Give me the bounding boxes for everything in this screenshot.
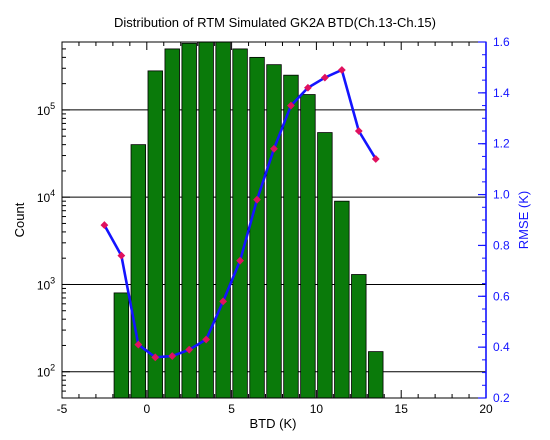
bar-series [113, 41, 384, 399]
bar [351, 274, 367, 399]
y-tick-label: 104 [37, 188, 55, 205]
rmse-point [185, 345, 194, 354]
rmse-point [253, 195, 261, 204]
x-tick-label: 20 [479, 402, 493, 416]
rmse-point [236, 256, 244, 265]
y-axis-right: 0.2 0.4 0.6 0.8 1.0 1.2 1.4 1.6 [478, 35, 510, 405]
y2-tick-label: 0.6 [493, 289, 510, 303]
rmse-point [100, 221, 109, 229]
x-axis-label: BTD (K) [250, 416, 297, 431]
bar [300, 94, 316, 399]
y2-tick-label: 0.8 [493, 238, 510, 252]
y2-axis-label: RMSE (K) [516, 191, 531, 250]
rmse-point [304, 83, 312, 92]
x-tick-label: 5 [228, 402, 235, 416]
rmse-point [354, 127, 363, 135]
rmse-point [168, 352, 177, 360]
rmse-point [134, 340, 143, 349]
bar [249, 56, 265, 399]
x-axis: -5 0 5 10 15 20 [57, 42, 493, 416]
x-tick-label: 0 [143, 402, 150, 416]
y-axis-label: Count [12, 202, 27, 237]
chart-title: Distribution of RTM Simulated GK2A BTD(C… [114, 15, 436, 30]
rmse-point [337, 66, 346, 74]
y-tick-label: 102 [37, 363, 55, 380]
bar [130, 144, 147, 399]
bar [368, 351, 384, 399]
rmse-point [371, 155, 380, 163]
y-tick-label: 105 [37, 101, 55, 118]
bar [147, 70, 163, 399]
bar [164, 48, 180, 399]
bar [215, 41, 231, 399]
rmse-point [320, 73, 329, 82]
y2-tick-label: 0.4 [493, 340, 510, 354]
y2-tick-label: 1.0 [493, 188, 510, 202]
bar [181, 42, 197, 399]
x-tick-label: 10 [310, 402, 324, 416]
x-tick-label: -5 [57, 402, 68, 416]
rmse-point [270, 144, 278, 153]
rmse-point [151, 353, 160, 362]
y-axis-left: 102 103 104 105 [37, 41, 70, 399]
x-tick-label: 15 [395, 402, 409, 416]
y2-tick-label: 1.2 [493, 137, 510, 151]
bar [198, 41, 214, 399]
bar [283, 74, 299, 399]
rmse-point [287, 101, 295, 110]
bar [334, 200, 350, 399]
y2-tick-label: 1.6 [493, 35, 510, 49]
rmse-point [219, 297, 228, 306]
rmse-line-series [100, 66, 380, 362]
bar [266, 64, 282, 399]
y-tick-label: 103 [37, 275, 55, 292]
y2-tick-label: 0.2 [493, 391, 510, 405]
rmse-point [117, 251, 126, 260]
bar [113, 292, 130, 399]
bar [317, 132, 333, 399]
bar [232, 48, 248, 399]
rmse-point [202, 335, 211, 344]
y2-tick-label: 1.4 [493, 86, 510, 100]
